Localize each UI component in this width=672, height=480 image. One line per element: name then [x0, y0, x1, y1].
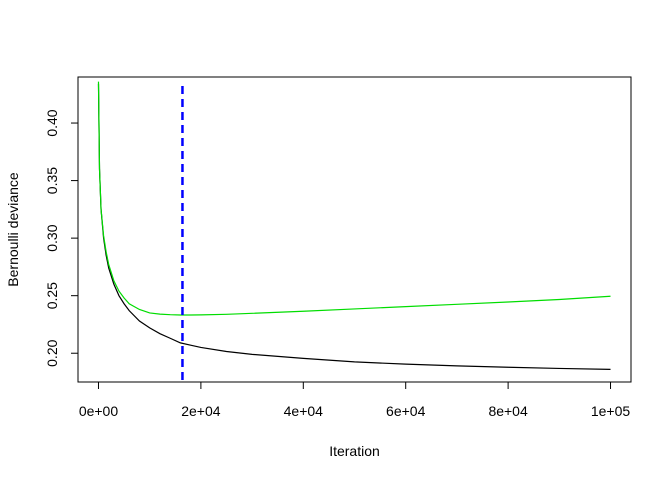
y-tick-label: 0.25 [44, 282, 60, 309]
plot-frame [77, 76, 632, 383]
x-tick-label: 4e+04 [284, 403, 324, 419]
x-tick-label: 6e+04 [386, 403, 426, 419]
series-layer [97, 81, 611, 370]
y-axis: 0.20 0.25 0.30 0.35 0.40 [44, 109, 79, 367]
x-tick-label: 8e+04 [488, 403, 528, 419]
y-tick-label: 0.35 [44, 167, 60, 194]
y-tick-label: 0.20 [44, 339, 60, 366]
series-line-1 [97, 83, 611, 370]
x-axis-title: Iteration [329, 443, 380, 459]
y-axis-title: Bernoulli deviance [5, 172, 21, 287]
y-tick-label: 0.30 [44, 224, 60, 251]
series-line-2 [97, 81, 611, 316]
x-tick-label: 0e+00 [79, 403, 119, 419]
y-tick-label: 0.40 [44, 109, 60, 136]
x-axis: 0e+00 2e+04 4e+04 6e+04 8e+04 1e+05 [79, 381, 631, 419]
x-tick-label: 1e+05 [591, 403, 631, 419]
x-tick-label: 2e+04 [181, 403, 221, 419]
